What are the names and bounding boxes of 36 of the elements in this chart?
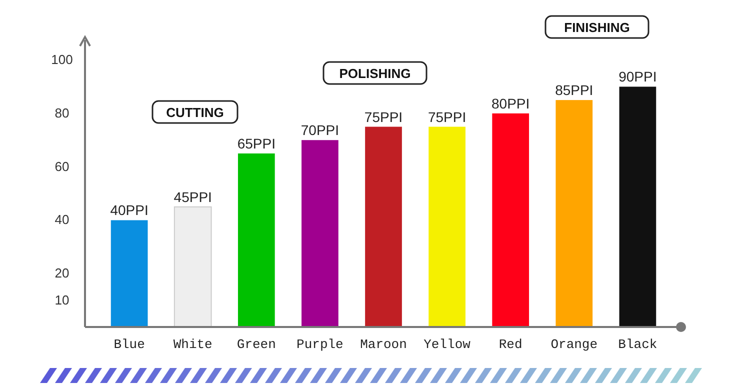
y-tick-label: 20 [54,266,70,281]
x-tick-label: Purple [296,337,344,352]
data-label: 40PPI [110,202,148,218]
x-tick-label: White [173,337,212,352]
y-tick-label: 80 [54,105,70,120]
x-tick-label: Orange [550,337,598,352]
y-tick-label: 40 [54,212,70,228]
y-tick-label: 10 [54,292,70,308]
bar [619,86,656,327]
data-label: 80PPI [492,95,530,112]
y-tick-label: 60 [54,158,70,174]
data-label: 75PPI [428,108,466,125]
x-tick-label: Red [498,337,522,352]
bar [556,100,593,327]
bar [492,113,530,327]
bar [428,126,466,327]
data-label: 90PPI [618,68,657,85]
x-tick-label: Black [618,337,658,352]
bar [238,153,275,327]
bar [365,126,402,327]
x-tick-label: Maroon [360,337,407,352]
data-label: 75PPI [364,108,403,125]
data-label: 65PPI [237,135,276,152]
x-tick-label: Yellow [424,337,471,352]
bar [174,206,212,328]
y-tick-label: 100 [51,52,73,67]
x-tick-label: Blue [114,337,145,352]
text: FINISHING [564,20,630,35]
data-label: 70PPI [300,122,340,138]
data-label: 45PPI [174,188,212,205]
bar [302,140,338,327]
data-label: 85PPI [555,82,594,98]
bar [110,220,148,327]
annotation: POLISHING [339,66,411,81]
x-tick-label: Green [236,337,276,352]
annotation: CUTTING [166,105,224,120]
